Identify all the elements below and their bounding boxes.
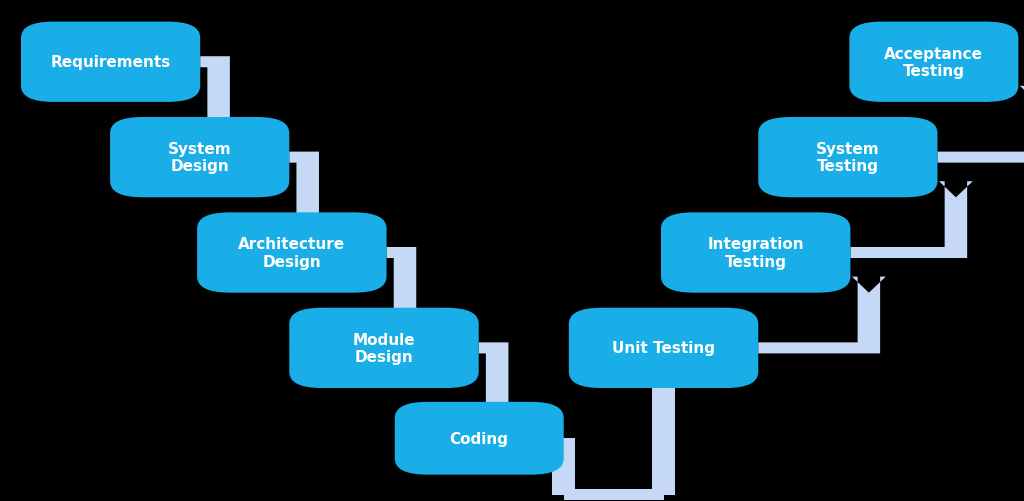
Polygon shape bbox=[563, 489, 664, 500]
Text: Requirements: Requirements bbox=[50, 55, 171, 70]
Polygon shape bbox=[197, 152, 319, 262]
FancyBboxPatch shape bbox=[395, 402, 563, 475]
FancyBboxPatch shape bbox=[197, 213, 386, 293]
FancyBboxPatch shape bbox=[850, 23, 1018, 103]
Polygon shape bbox=[938, 87, 1024, 163]
Polygon shape bbox=[758, 277, 886, 354]
Text: Architecture
Design: Architecture Design bbox=[239, 237, 345, 269]
Polygon shape bbox=[553, 438, 575, 495]
FancyBboxPatch shape bbox=[758, 118, 938, 198]
Text: Integration
Testing: Integration Testing bbox=[708, 237, 804, 269]
Text: Acceptance
Testing: Acceptance Testing bbox=[885, 47, 983, 79]
FancyBboxPatch shape bbox=[569, 308, 758, 388]
Polygon shape bbox=[111, 57, 229, 166]
FancyBboxPatch shape bbox=[22, 23, 201, 103]
FancyBboxPatch shape bbox=[289, 308, 479, 388]
Polygon shape bbox=[652, 372, 675, 495]
Text: Unit Testing: Unit Testing bbox=[612, 341, 715, 356]
Text: System
Design: System Design bbox=[168, 142, 231, 174]
FancyBboxPatch shape bbox=[662, 213, 850, 293]
FancyBboxPatch shape bbox=[111, 118, 289, 198]
Text: Module
Design: Module Design bbox=[352, 332, 416, 364]
Polygon shape bbox=[289, 247, 416, 357]
Text: System
Testing: System Testing bbox=[816, 142, 880, 174]
Polygon shape bbox=[647, 372, 680, 388]
Polygon shape bbox=[395, 343, 509, 447]
Text: Coding: Coding bbox=[450, 431, 509, 446]
Polygon shape bbox=[850, 182, 973, 259]
